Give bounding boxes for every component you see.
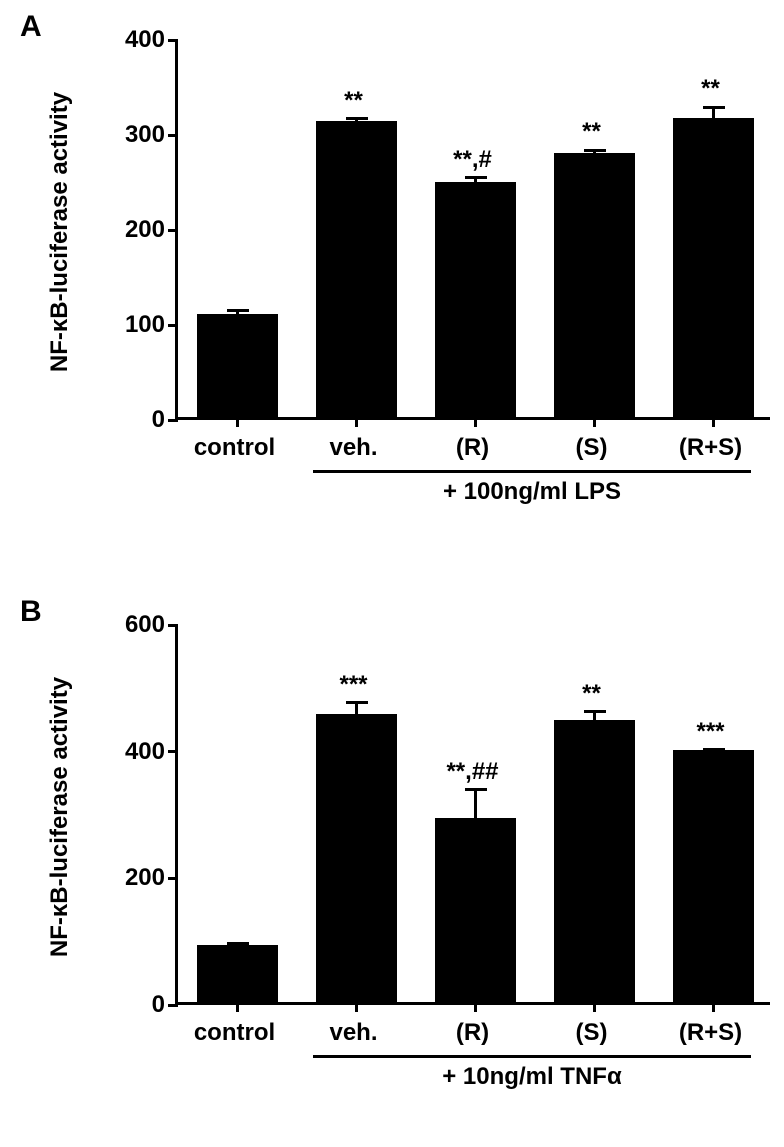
y-tick-label: 200 xyxy=(105,216,165,244)
error-cap xyxy=(227,309,249,312)
error-cap xyxy=(227,942,249,945)
y-tick-label: 0 xyxy=(105,406,165,434)
bar xyxy=(435,818,516,1002)
error-cap xyxy=(703,106,725,109)
significance-label: ** xyxy=(532,118,652,146)
chart-panel-b: B 0 200 400 600 NF-κB-luciferase activity cont… xyxy=(20,595,764,1145)
y-tick-mark xyxy=(168,134,178,137)
error-cap xyxy=(703,748,725,751)
bar xyxy=(316,714,397,1002)
x-tick-mark xyxy=(236,1002,239,1012)
bar xyxy=(554,153,635,417)
y-tick-label: 300 xyxy=(105,121,165,149)
x-tick-mark xyxy=(593,417,596,427)
x-tick-mark xyxy=(236,417,239,427)
error-bar xyxy=(355,703,358,717)
x-tick-label: control xyxy=(175,434,294,462)
x-tick-mark xyxy=(474,1002,477,1012)
bar xyxy=(435,182,516,417)
x-tick-label: (R+S) xyxy=(651,434,770,462)
y-tick-mark xyxy=(168,624,178,627)
y-axis-title: NF-κB-luciferase activity xyxy=(46,42,74,422)
y-tick-label: 100 xyxy=(105,311,165,339)
treatment-bracket xyxy=(313,470,751,473)
x-tick-label: (R) xyxy=(413,434,532,462)
y-tick-mark xyxy=(168,1004,178,1007)
x-tick-label: veh. xyxy=(294,434,413,462)
error-cap xyxy=(346,117,368,120)
x-tick-mark xyxy=(474,417,477,427)
x-tick-label: (R) xyxy=(413,1019,532,1047)
bar xyxy=(316,121,397,417)
error-cap xyxy=(465,176,487,179)
y-tick-mark xyxy=(168,750,178,753)
error-cap xyxy=(584,149,606,152)
bar xyxy=(673,750,754,1002)
significance-label: ** xyxy=(294,87,414,115)
panel-label: B xyxy=(20,595,42,629)
y-tick-label: 400 xyxy=(105,26,165,54)
plot-area xyxy=(175,625,770,1005)
error-cap xyxy=(584,710,606,713)
x-tick-mark xyxy=(712,1002,715,1012)
y-tick-label: 400 xyxy=(105,738,165,766)
x-tick-label: (R+S) xyxy=(651,1019,770,1047)
bar xyxy=(554,720,635,1002)
significance-label: *** xyxy=(294,671,414,699)
error-bar xyxy=(712,107,715,120)
significance-label: ** xyxy=(651,75,771,103)
bar xyxy=(673,118,754,417)
y-tick-label: 200 xyxy=(105,864,165,892)
y-tick-mark xyxy=(168,39,178,42)
y-axis-title: NF-κB-luciferase activity xyxy=(46,627,74,1007)
y-tick-label: 600 xyxy=(105,611,165,639)
x-tick-label: (S) xyxy=(532,434,651,462)
y-tick-label: 0 xyxy=(105,991,165,1019)
x-tick-mark xyxy=(712,417,715,427)
significance-label: **,# xyxy=(413,146,533,174)
y-tick-mark xyxy=(168,229,178,232)
significance-label: ** xyxy=(532,680,652,708)
significance-label: **,## xyxy=(413,758,533,786)
treatment-label: + 10ng/ml TNFα xyxy=(313,1063,751,1091)
x-tick-mark xyxy=(355,417,358,427)
bar xyxy=(197,314,278,417)
x-tick-label: veh. xyxy=(294,1019,413,1047)
chart-panel-a: A 0 100 200 300 400 NF-κB-luciferase activity c… xyxy=(20,10,764,560)
x-tick-label: (S) xyxy=(532,1019,651,1047)
x-tick-mark xyxy=(355,1002,358,1012)
treatment-bracket xyxy=(313,1055,751,1058)
treatment-label: + 100ng/ml LPS xyxy=(313,478,751,506)
y-tick-mark xyxy=(168,419,178,422)
error-bar xyxy=(474,790,477,822)
significance-label: *** xyxy=(651,718,771,746)
x-tick-label: control xyxy=(175,1019,294,1047)
error-cap xyxy=(465,788,487,791)
bar xyxy=(197,945,278,1002)
error-cap xyxy=(346,701,368,704)
x-tick-mark xyxy=(593,1002,596,1012)
error-bar xyxy=(593,712,596,723)
y-tick-mark xyxy=(168,324,178,327)
panel-label: A xyxy=(20,10,42,44)
y-tick-mark xyxy=(168,877,178,880)
